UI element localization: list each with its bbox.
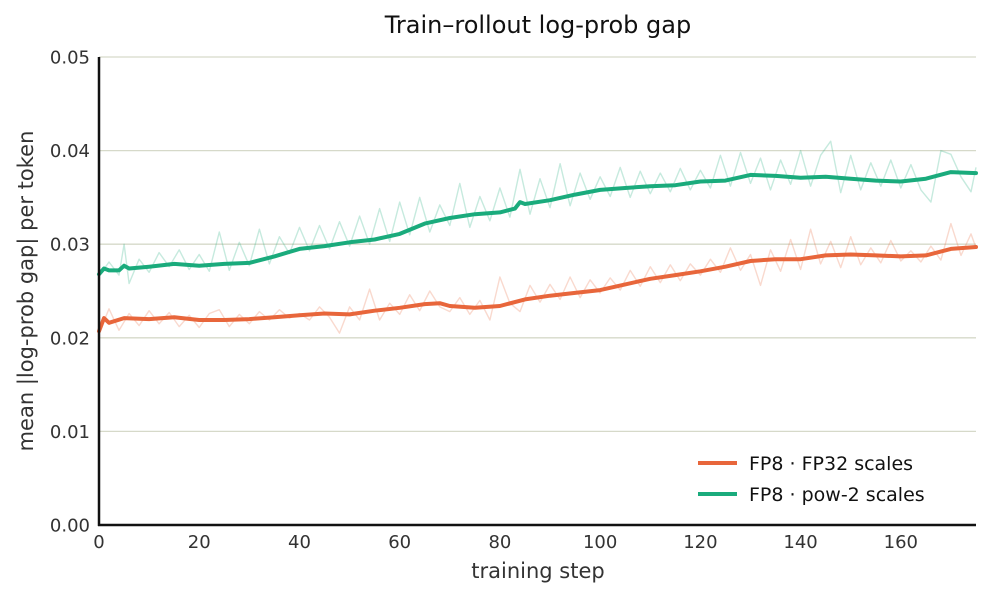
grid-lines	[99, 56, 976, 433]
chart-title: Train–rollout log-prob gap	[384, 11, 691, 39]
y-tick-label: 0.03	[50, 235, 90, 256]
smoothed-series-lines	[97, 170, 978, 334]
x-tick-label: 140	[783, 532, 817, 553]
x-tick-label: 100	[583, 532, 617, 553]
smoothed-line-pow2-scales	[97, 170, 978, 277]
y-tick-label: 0.00	[50, 516, 90, 537]
x-tick-label: 20	[188, 532, 211, 553]
x-axis-label: training step	[471, 559, 604, 583]
y-axis-label: mean |log-prob gap| per token	[14, 131, 39, 452]
raw-line-pow2-scales	[98, 140, 977, 285]
smoothed-line-fp32-scales	[97, 245, 978, 334]
legend-label-fp32-scales: FP8 · FP32 scales	[749, 453, 913, 475]
legend: FP8 · FP32 scales FP8 · pow-2 scales	[698, 453, 925, 506]
y-tick-label: 0.02	[50, 328, 90, 349]
x-tick-label: 160	[884, 532, 918, 553]
tick-labels: 0.00 0.01 0.02 0.03 0.04 0.05 0 20 40 60 80 100 120 1…	[50, 48, 918, 554]
x-tick-label: 60	[388, 532, 411, 553]
raw-line-fp32-scales	[98, 222, 977, 334]
axes	[97, 57, 976, 527]
y-tick-label: 0.04	[50, 141, 90, 162]
x-tick-label: 80	[488, 532, 511, 553]
raw-series-lines	[98, 140, 977, 334]
x-tick-label: 0	[93, 532, 104, 553]
y-tick-label: 0.01	[50, 422, 90, 443]
legend-label-pow2-scales: FP8 · pow-2 scales	[749, 484, 925, 506]
y-tick-label: 0.05	[50, 48, 90, 69]
x-tick-label: 120	[683, 532, 717, 553]
x-tick-label: 40	[288, 532, 311, 553]
